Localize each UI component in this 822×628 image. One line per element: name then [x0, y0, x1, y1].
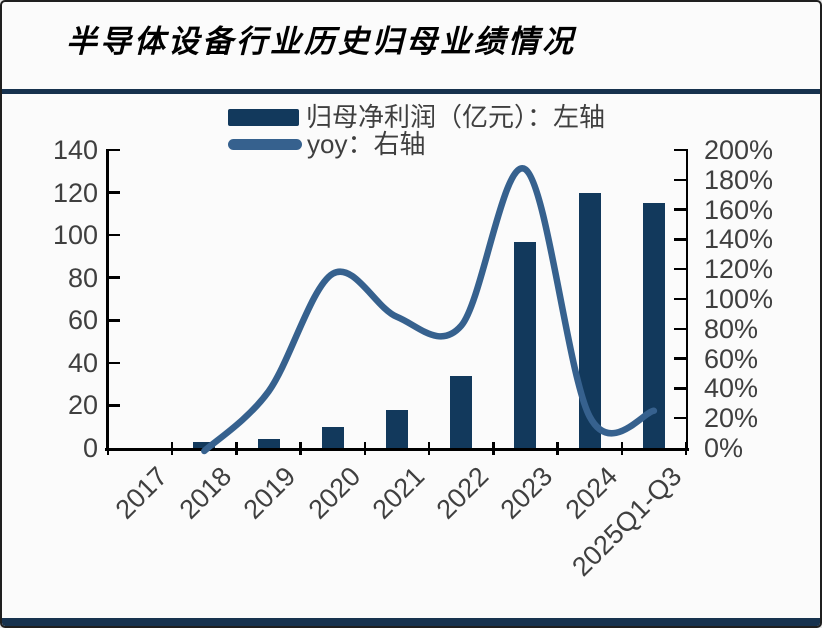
x-axis-tick — [427, 442, 431, 455]
x-axis-line — [105, 448, 689, 451]
y-axis-left-label: 80 — [67, 262, 98, 293]
x-axis-tick — [106, 442, 110, 455]
y-axis-right-tick — [674, 357, 686, 360]
y-axis-right-label: 40% — [704, 373, 759, 404]
y-axis-right-tick — [674, 238, 686, 241]
y-axis-right-label: 60% — [704, 343, 759, 374]
y-axis-right-label: 140% — [704, 224, 774, 255]
y-axis-right-tick — [674, 178, 686, 182]
bar — [514, 241, 537, 448]
y-axis-right-tick — [674, 297, 686, 301]
x-axis-tick — [620, 442, 624, 455]
x-axis-label: 2023 — [494, 461, 559, 525]
y-axis-left-tick — [108, 233, 120, 237]
y-axis-left-label: 20 — [67, 390, 98, 421]
bar — [257, 439, 280, 448]
bar — [321, 426, 344, 448]
y-axis-right-tick — [674, 416, 686, 420]
legend-item-bar-series: 归母净利润（亿元）：左轴 — [228, 104, 605, 131]
y-axis-left-label: 140 — [52, 135, 98, 165]
x-axis-tick — [299, 442, 302, 455]
legend-item-line-series: yoy：右轴 — [228, 131, 605, 158]
bar — [578, 192, 601, 448]
y-axis-right-tick — [674, 267, 686, 271]
legend-label: 归母净利润（亿元）：左轴 — [306, 102, 606, 132]
y-axis-right-label: 0% — [704, 433, 744, 463]
y-axis-right-label: 100% — [704, 284, 774, 314]
y-axis-right-line — [685, 149, 688, 451]
legend-label: yoy：右轴 — [307, 129, 426, 159]
y-axis-left-tick — [108, 404, 120, 407]
x-axis-label: 2017 — [109, 461, 174, 525]
y-axis-right-label: 20% — [704, 403, 759, 434]
x-axis-label: 2020 — [302, 461, 366, 525]
x-axis-tick — [235, 442, 238, 455]
y-axis-left-tick — [108, 276, 120, 279]
page-title: 半导体设备行业历史归母业绩情况 — [66, 24, 576, 59]
bar — [450, 375, 473, 448]
bottom-divider-rule — [2, 618, 820, 626]
x-axis-label: 2019 — [238, 461, 302, 525]
x-axis-tick — [556, 442, 559, 455]
y-axis-left-line — [106, 149, 109, 451]
x-axis-tick — [492, 442, 495, 455]
y-axis-right-tick — [674, 208, 686, 211]
y-axis-right-tick — [674, 148, 686, 152]
x-axis-tick — [684, 442, 688, 455]
y-axis-left-tick — [108, 191, 120, 194]
y-axis-right-tick — [674, 327, 686, 331]
y-axis-right-label: 120% — [704, 254, 774, 285]
x-axis-tick — [363, 442, 367, 455]
bar — [386, 409, 408, 448]
x-axis-label: 2018 — [173, 461, 238, 525]
y-axis-left-label: 40 — [67, 347, 98, 378]
x-axis-tick — [170, 442, 174, 455]
y-axis-left-label: 120 — [52, 177, 98, 208]
y-axis-right-tick — [674, 387, 686, 390]
y-axis-right-label: 80% — [704, 313, 759, 344]
y-axis-left-label: 60 — [67, 305, 98, 336]
y-axis-left-label: 0 — [82, 433, 98, 463]
x-axis-label: 2021 — [366, 461, 431, 525]
y-axis-left-tick — [108, 361, 120, 365]
y-axis-left-tick — [108, 148, 120, 152]
x-axis-label: 2022 — [430, 461, 495, 525]
chart-legend: 归母净利润（亿元）：左轴 yoy：右轴 — [228, 104, 605, 158]
bar — [642, 203, 665, 448]
y-axis-right-label: 160% — [704, 194, 774, 225]
y-axis-right-label: 180% — [704, 164, 774, 195]
y-axis-left-tick — [108, 319, 120, 322]
y-axis-right-label: 200% — [704, 135, 774, 165]
title-divider-rule — [2, 89, 820, 94]
y-axis-left-label: 100 — [52, 220, 98, 251]
line-series-swatch-icon — [228, 139, 302, 150]
bar-series-swatch-icon — [228, 109, 299, 126]
